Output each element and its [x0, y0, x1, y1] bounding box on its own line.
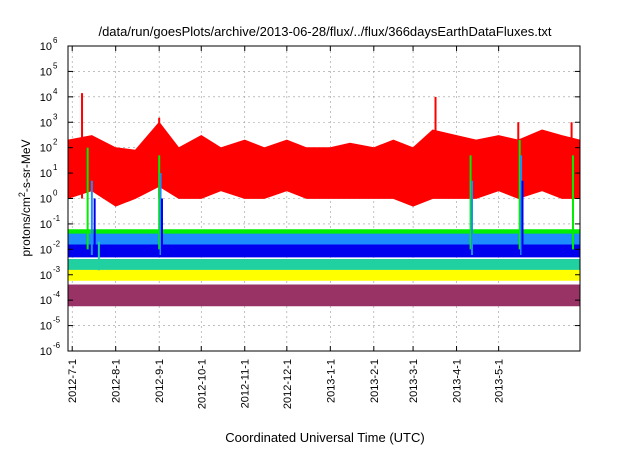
y-tick-label-exponent: 5: [53, 61, 58, 70]
y-tick-label: 10: [40, 219, 52, 231]
axes: 10610510410310210110010-110-210-310-410-…: [40, 36, 580, 409]
y-tick-label: 10: [40, 194, 52, 206]
y-tick-label-exponent: -1: [53, 214, 61, 223]
series-6-band: [68, 284, 580, 307]
x-tick-label: 2013-4-1: [452, 359, 464, 403]
y-tick-label: 10: [40, 92, 52, 104]
y-axis-label: protons/cm2-s-sr-MeV: [17, 139, 33, 256]
y-tick-label: 10: [40, 295, 52, 307]
y-axis-label-post: -s-sr-MeV: [19, 139, 33, 192]
x-tick-label: 2012-11-1: [240, 359, 252, 408]
y-tick-label-exponent: 4: [53, 87, 58, 96]
y-tick-label: 10: [40, 346, 52, 358]
series-3-band: [68, 244, 580, 258]
series-5-band: [68, 269, 580, 281]
y-tick-label-exponent: -2: [53, 239, 61, 248]
chart-title: /data/run/goesPlots/archive/2013-06-28/f…: [98, 24, 551, 39]
y-tick-label-exponent: -3: [53, 265, 61, 274]
y-tick-label-exponent: 1: [53, 163, 58, 172]
y-tick-label: 10: [40, 143, 52, 155]
y-tick-label-exponent: 6: [53, 36, 58, 45]
series-4-band: [68, 259, 580, 271]
series-layer: [68, 93, 580, 307]
y-axis-label-sup: 2: [17, 192, 27, 197]
x-tick-label: 2013-3-1: [408, 359, 420, 403]
plot-frame: [67, 45, 581, 352]
x-tick-label: 2013-5-1: [494, 359, 506, 403]
x-tick-label: 2012-12-1: [282, 359, 294, 409]
y-tick-label: 10: [40, 244, 52, 256]
y-tick-label: 10: [40, 117, 52, 129]
x-tick-label: 2012-10-1: [196, 359, 208, 409]
y-tick-label-exponent: -5: [53, 316, 61, 325]
x-tick-label: 2013-1-1: [325, 359, 337, 403]
y-tick-label: 10: [40, 66, 52, 78]
y-tick-label-exponent: 2: [53, 138, 58, 147]
y-tick-label-exponent: 3: [53, 112, 58, 121]
y-tick-label: 10: [40, 41, 52, 53]
x-axis-label: Coordinated Universal Time (UTC): [225, 430, 424, 445]
y-tick-label: 10: [40, 270, 52, 282]
y-tick-label-exponent: -6: [53, 341, 61, 350]
x-tick-label: 2012-9-1: [154, 359, 166, 403]
y-tick-label-exponent: 0: [53, 189, 58, 198]
x-tick-label: 2012-8-1: [111, 359, 123, 403]
x-tick-label: 2013-2-1: [369, 359, 381, 403]
y-tick-label: 10: [40, 321, 52, 333]
y-axis-label-pre: protons/cm: [19, 197, 33, 256]
y-tick-label: 10: [40, 168, 52, 180]
series-0-band: [68, 121, 580, 207]
y-tick-label-exponent: -4: [53, 290, 61, 299]
x-tick-label: 2012-7-1: [67, 359, 79, 403]
